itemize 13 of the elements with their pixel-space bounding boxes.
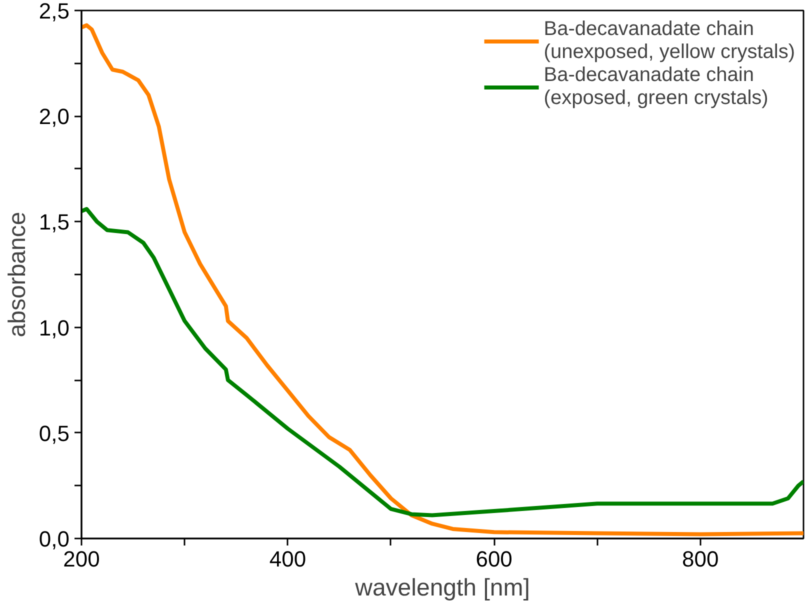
x-axis-title: wavelength [nm] [354,574,530,602]
y-tick-label: 1,0 [38,315,70,340]
y-tick-label: 2,0 [38,104,70,130]
x-tick-label: 400 [269,546,306,572]
y-tick-label: 2,5 [38,0,70,24]
y-axis-title: absorbance [4,212,31,338]
x-tick-label: 600 [476,546,512,572]
y-tick-label: 0,5 [38,420,70,446]
x-tick-label: 800 [682,546,719,572]
line-series [82,207,804,518]
y-tick-label: 1,5 [38,210,70,235]
legend-label: Ba-decavanadate chain (exposed, green crystals) [544,64,768,110]
legend-label: Ba-decavanadate chain (unexposed, yellow crystals) [544,18,795,64]
